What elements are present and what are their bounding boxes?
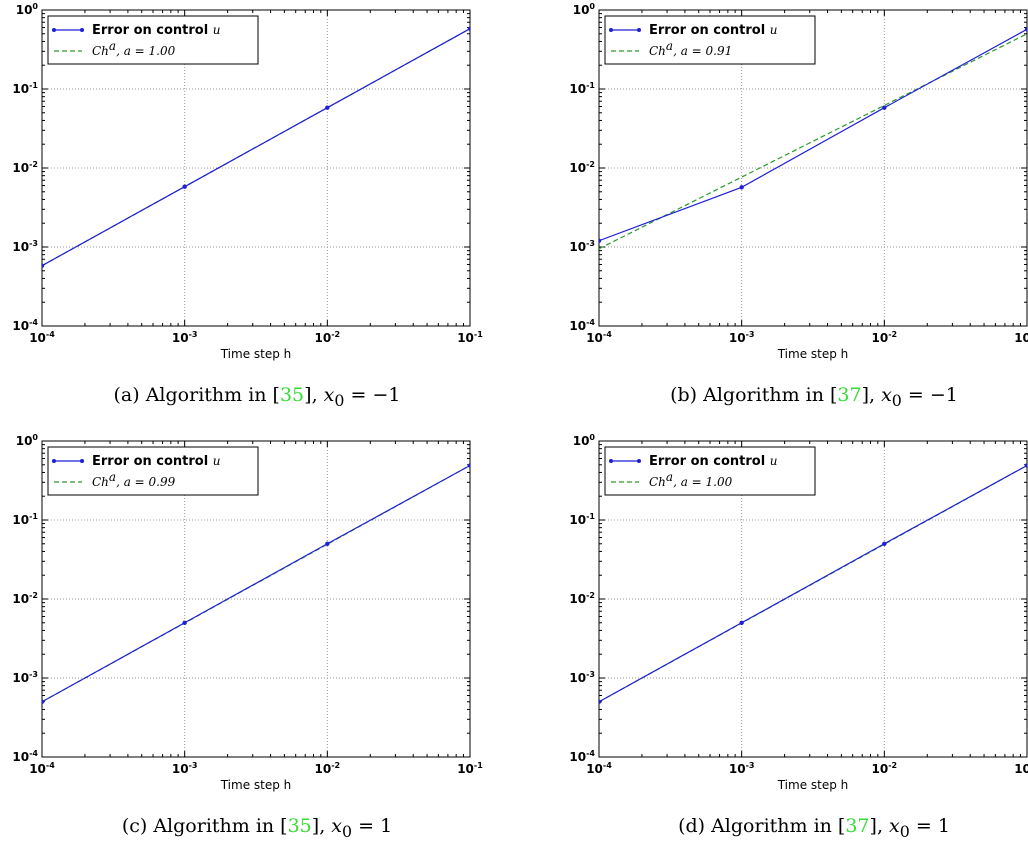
x-tick-label: 10-1 (457, 761, 483, 776)
error-series-point (467, 463, 470, 468)
y-tick-label: 10-1 (569, 81, 595, 96)
x-tick-label: 10-2 (315, 761, 341, 776)
y-tick-label: 10-4 (12, 749, 38, 764)
x-tick-label: 10-1 (1014, 761, 1028, 776)
chart-panel-b: 10-4 10-3 10-2 10-1 10-4 10-3 10-2 10-1 100 Time … (557, 0, 1028, 431)
legend-marker-error (609, 459, 613, 463)
error-series-point (739, 620, 744, 625)
error-series-point (882, 541, 887, 546)
error-series-point (882, 105, 887, 110)
x-tick-label: 10-3 (172, 330, 198, 345)
y-tick-label: 10-2 (12, 591, 38, 606)
legend-marker-error (609, 28, 613, 32)
x-tick-label: 10-4 (586, 330, 612, 345)
legend-label-fit: Cha, a = 0.99 (92, 470, 176, 489)
y-tick-label: 10-4 (569, 318, 595, 333)
y-tick-label: 10-1 (12, 512, 38, 527)
error-series-point (182, 620, 187, 625)
x-tick-label: 10-2 (872, 761, 898, 776)
legend-label-error: Error on control u (649, 454, 777, 469)
error-series-point (182, 184, 187, 189)
x-tick-label: 10-4 (29, 330, 55, 345)
legend-box (47, 446, 259, 496)
x-tick-label: 10-3 (729, 761, 755, 776)
legend-label-error: Error on control u (92, 454, 220, 469)
error-series-point (739, 185, 744, 190)
y-tick-label: 10-3 (569, 239, 595, 254)
error-series-point (42, 699, 45, 704)
error-series-point (1024, 27, 1027, 32)
legend-box (604, 446, 816, 496)
x-axis-label: Time step h (777, 347, 849, 361)
x-tick-label: 10-2 (872, 330, 898, 345)
error-series-line (599, 464, 1027, 703)
legend-marker-error (52, 459, 56, 463)
x-tick-label: 10-3 (729, 330, 755, 345)
error-series-point (325, 541, 330, 546)
legend-label-fit: Cha, a = 1.00 (649, 470, 733, 489)
caption-c: (c) Algorithm in [35], x0 = 1 (121, 815, 393, 841)
y-tick-label: 10-4 (12, 318, 38, 333)
legend-marker-error (637, 28, 641, 32)
legend-label-fit: Cha, a = 1.00 (92, 39, 176, 58)
chart-panel-a: 10-4 10-3 10-2 10-1 10-4 10-3 10-2 10-1 100 Time … (0, 0, 514, 431)
x-tick-label: 10-4 (586, 761, 612, 776)
legend-label-fit: Cha, a = 0.91 (649, 39, 732, 58)
y-tick-label: 100 (573, 433, 596, 448)
caption-b: (b) Algorithm in [37], x0 = −1 (670, 384, 958, 410)
error-series-point (1024, 463, 1027, 468)
legend-box (47, 15, 259, 65)
x-tick-label: 10-1 (1014, 330, 1028, 345)
chart-svg-c: 10-4 10-3 10-2 10-1 10-4 10-3 10-2 10-1 100 Time … (12, 433, 483, 792)
legend-marker-error (637, 459, 641, 463)
y-tick-label: 100 (573, 2, 596, 17)
x-axis-label: Time step h (220, 347, 292, 361)
y-tick-label: 10-3 (12, 239, 38, 254)
error-series-point (599, 238, 602, 243)
error-series-line (42, 28, 470, 267)
x-tick-label: 10-4 (29, 761, 55, 776)
chart-svg-a: 10-4 10-3 10-2 10-1 10-4 10-3 10-2 10-1 100 Time … (12, 2, 483, 361)
x-axis-label: Time step h (220, 778, 292, 792)
x-tick-label: 10-2 (315, 330, 341, 345)
error-series-point (467, 26, 470, 31)
chart-svg-b: 10-4 10-3 10-2 10-1 10-4 10-3 10-2 10-1 100 Time … (569, 2, 1028, 361)
x-axis-label: Time step h (777, 778, 849, 792)
x-tick-label: 10-1 (457, 330, 483, 345)
legend-marker-error (80, 459, 84, 463)
y-tick-label: 10-2 (569, 160, 595, 175)
x-tick-label: 10-3 (172, 761, 198, 776)
y-tick-label: 10-2 (569, 591, 595, 606)
caption-d: (d) Algorithm in [37], x0 = 1 (678, 815, 950, 841)
legend-marker-error (52, 28, 56, 32)
y-tick-label: 10-3 (569, 670, 595, 685)
y-tick-label: 10-1 (12, 81, 38, 96)
y-tick-label: 100 (16, 433, 39, 448)
error-series-point (599, 699, 602, 704)
legend-marker-error (80, 28, 84, 32)
legend-label-error: Error on control u (92, 23, 220, 38)
chart-panel-d: 10-4 10-3 10-2 10-1 10-4 10-3 10-2 10-1 100 Time … (557, 431, 1028, 862)
error-series-point (42, 263, 45, 268)
y-tick-label: 100 (16, 2, 39, 17)
error-series-line (599, 28, 1027, 242)
y-tick-label: 10-2 (12, 160, 38, 175)
y-tick-label: 10-1 (569, 512, 595, 527)
caption-a: (a) Algorithm in [35], x0 = −1 (113, 384, 401, 410)
y-tick-label: 10-4 (569, 749, 595, 764)
error-series-line (42, 464, 470, 703)
error-series-point (325, 105, 330, 110)
y-tick-label: 10-3 (12, 670, 38, 685)
chart-panel-c: 10-4 10-3 10-2 10-1 10-4 10-3 10-2 10-1 100 Time … (0, 431, 514, 862)
chart-svg-d: 10-4 10-3 10-2 10-1 10-4 10-3 10-2 10-1 100 Time … (569, 433, 1028, 792)
legend-box (604, 15, 816, 65)
legend-label-error: Error on control u (649, 23, 777, 38)
